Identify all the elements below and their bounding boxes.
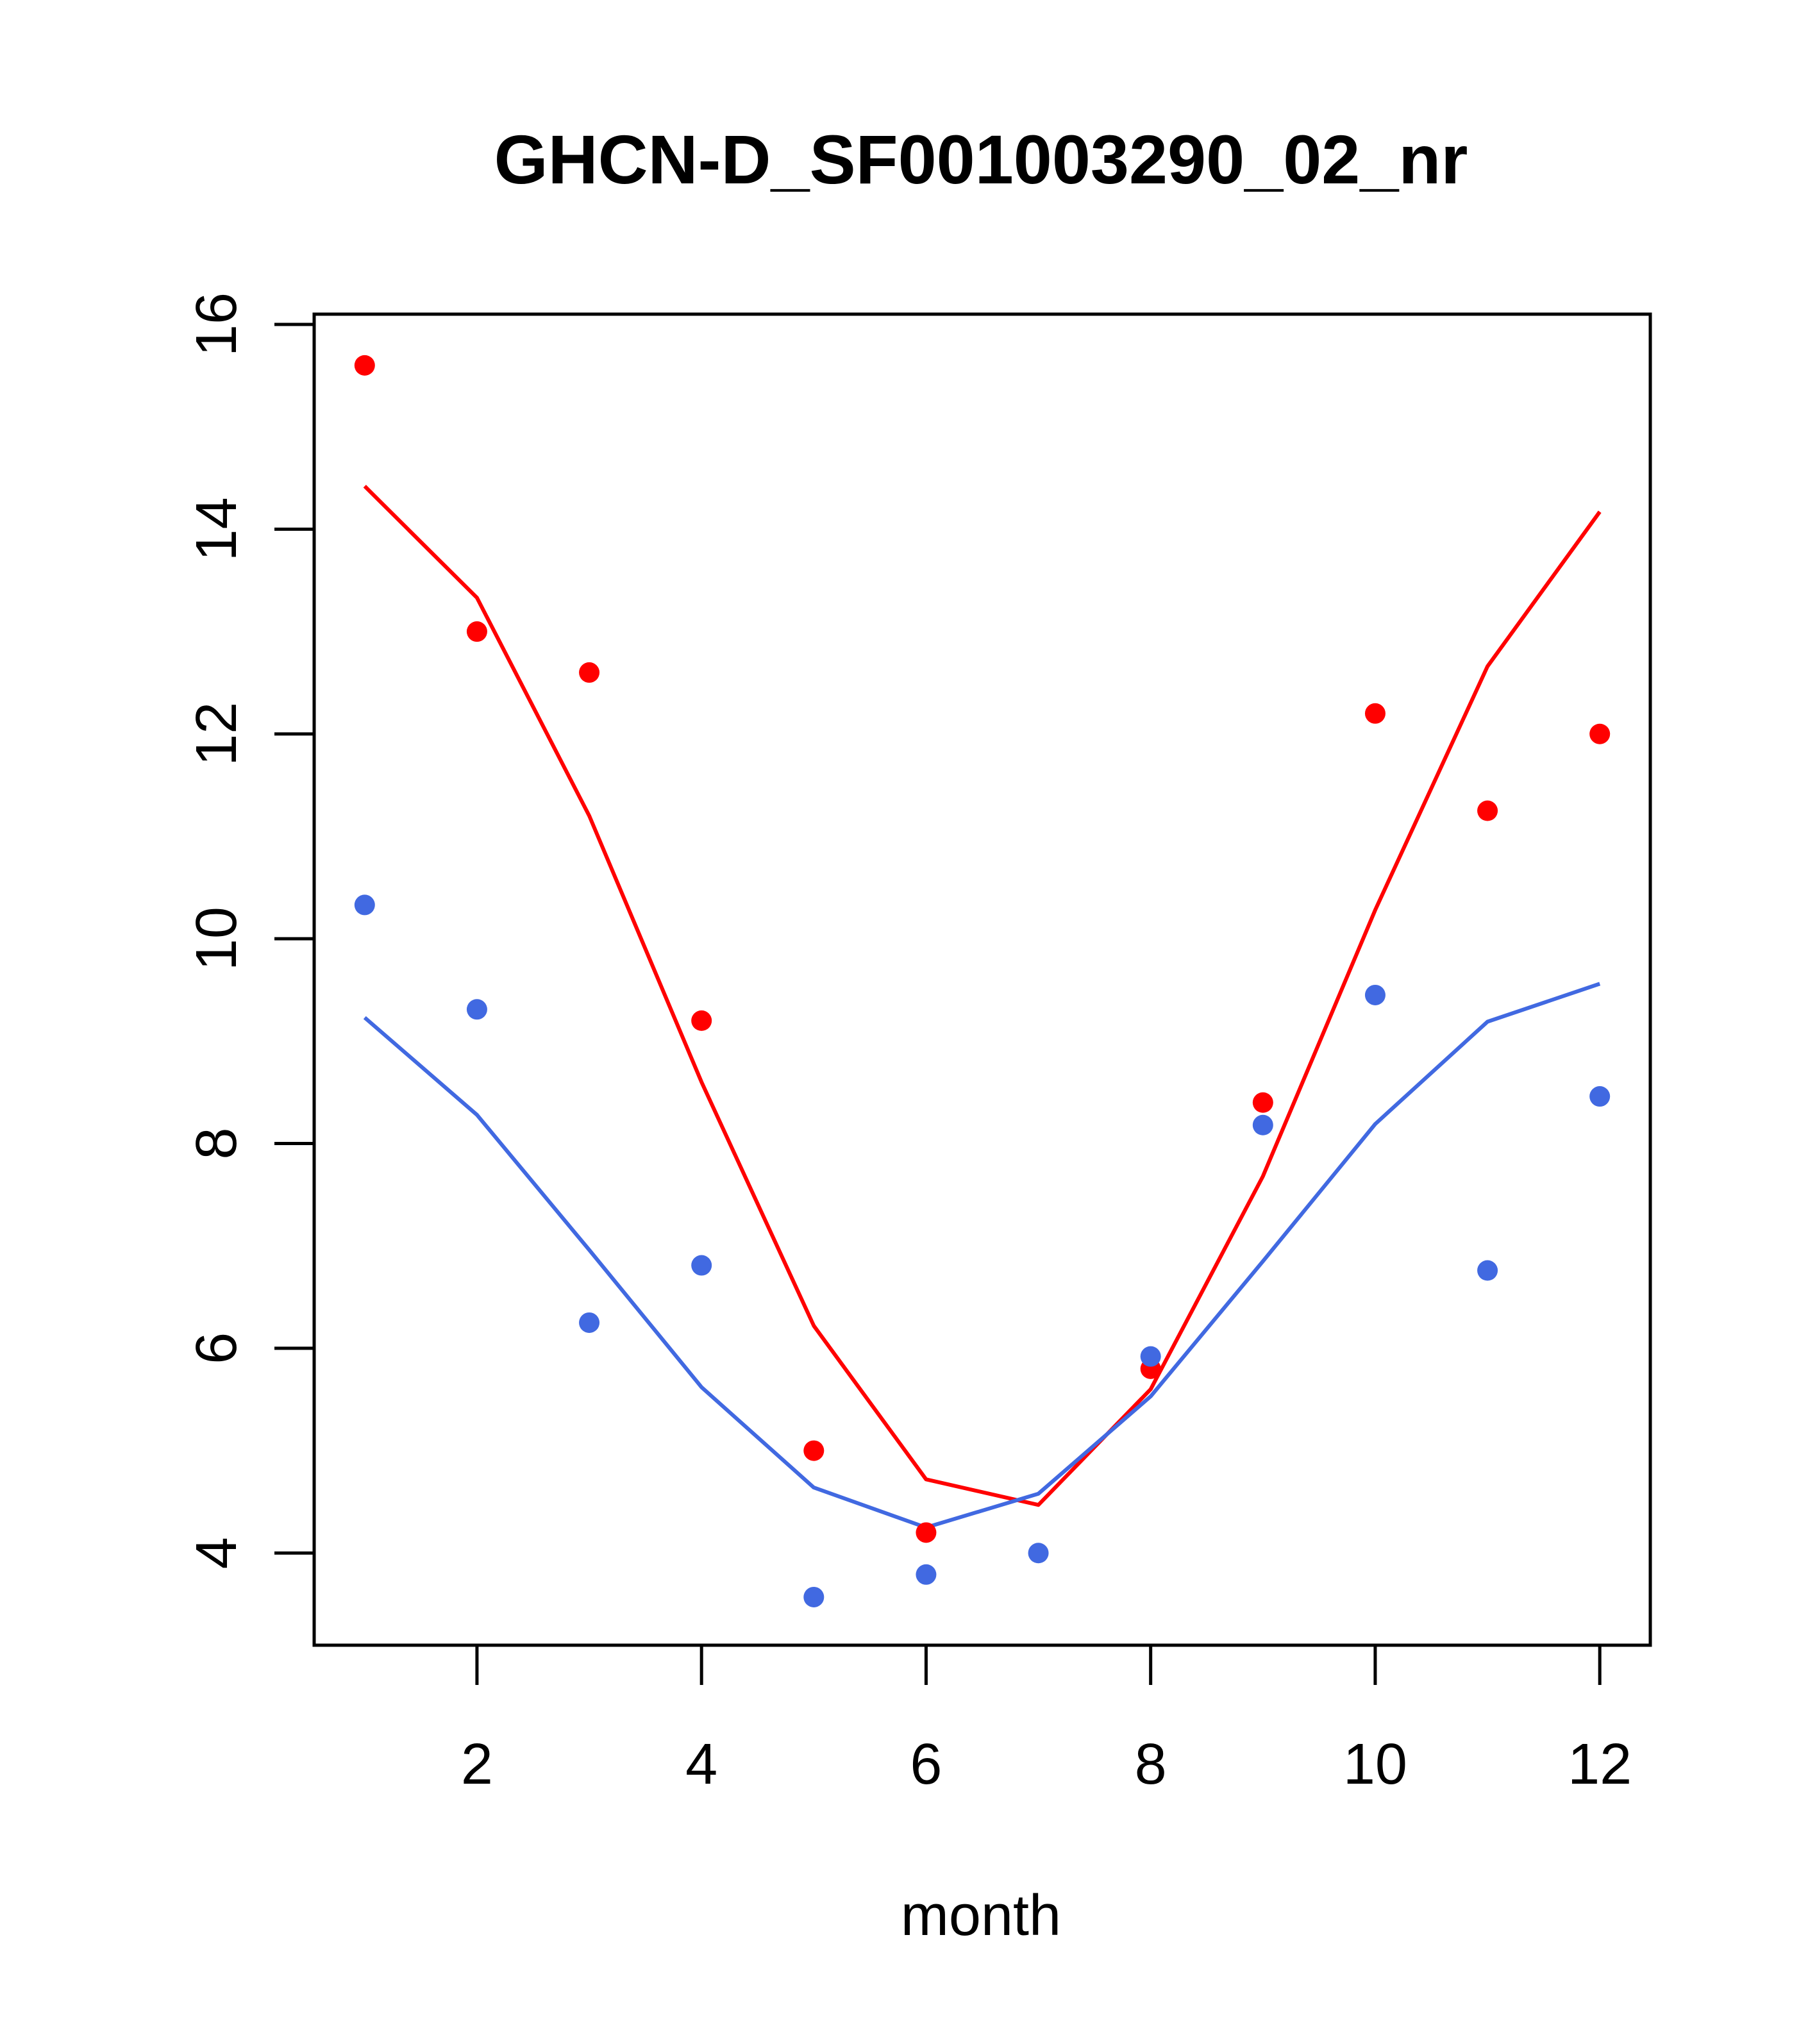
data-point-series-1 [354,355,375,376]
series-lines [363,485,1602,1530]
x-tick-label: 2 [461,1732,493,1797]
data-point-series-2 [579,1312,600,1333]
y-tick-label: 10 [185,907,249,971]
y-tick-label: 4 [185,1537,249,1569]
y-axis: 4 6 8 10 12 14 16 [185,292,316,1569]
data-point-series-1 [466,621,487,642]
data-point-series-2 [1140,1346,1161,1367]
data-point-series-2 [1028,1543,1049,1564]
x-axis-label: month [901,1884,1061,1948]
data-point-series-1 [1252,1092,1273,1113]
x-axis: 2 4 6 8 10 12 [461,1643,1632,1797]
y-tick-label: 8 [185,1127,249,1159]
data-point-series-1 [691,1010,712,1031]
data-point-series-2 [466,999,487,1020]
data-point-series-1 [803,1440,825,1461]
data-point-series-2 [1364,984,1386,1005]
y-tick-label: 14 [185,497,249,561]
data-point-series-2 [1589,1086,1611,1107]
x-tick-label: 12 [1568,1732,1632,1797]
y-tick-label: 6 [185,1332,249,1364]
series-line-1 [363,485,1602,1507]
data-point-series-1 [1477,800,1498,821]
data-point-series-2 [354,894,375,916]
series-points [354,355,1611,1607]
x-tick-label: 8 [1135,1732,1167,1797]
data-point-series-2 [916,1564,937,1585]
data-point-series-1 [916,1522,937,1543]
x-tick-label: 6 [910,1732,942,1797]
data-point-series-1 [1364,703,1386,724]
chart-title: GHCN-D_SF001003290_02_nr [494,121,1468,198]
y-tick-label: 12 [185,702,249,766]
data-point-series-2 [1477,1260,1498,1281]
x-tick-label: 4 [685,1732,717,1797]
x-tick-label: 10 [1343,1732,1407,1797]
series-line-2 [363,982,1601,1530]
data-point-series-2 [803,1586,825,1607]
data-point-series-1 [579,662,600,683]
data-point-series-1 [1589,723,1611,744]
data-point-series-2 [691,1255,712,1276]
data-point-series-2 [1252,1114,1273,1135]
y-tick-label: 16 [185,292,249,356]
